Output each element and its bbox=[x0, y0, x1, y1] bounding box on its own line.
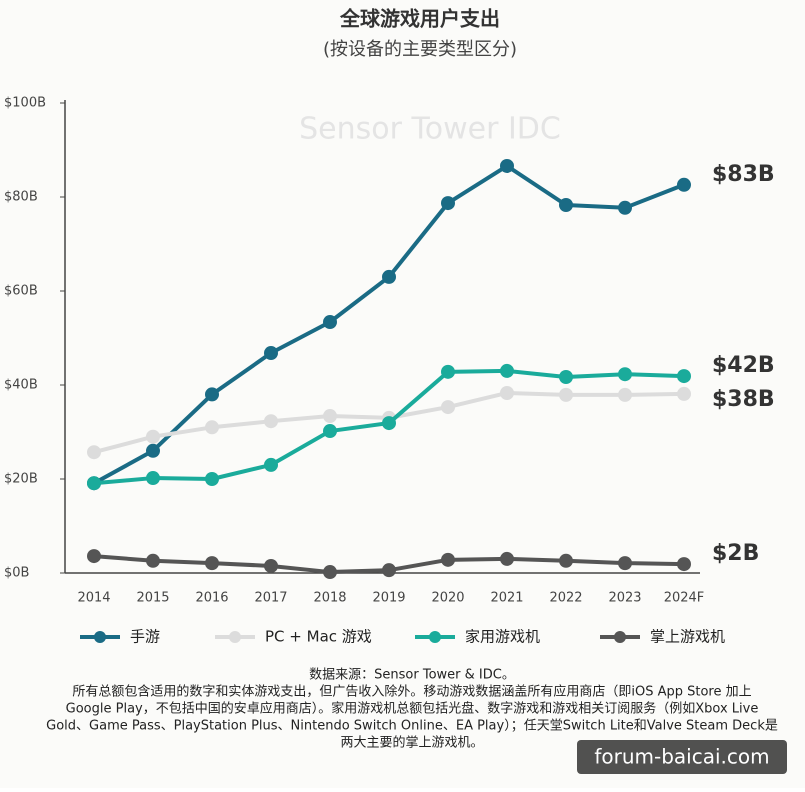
point bbox=[87, 549, 101, 564]
note: 所有总额包含适用的数字和实体游戏支出，但广告收入除外。移动游戏数据涵盖所有应用商… bbox=[72, 684, 751, 700]
point bbox=[618, 367, 632, 382]
point bbox=[677, 386, 691, 401]
point bbox=[264, 346, 278, 361]
point bbox=[264, 558, 278, 573]
y-tick-label: $40B bbox=[4, 378, 38, 393]
note: Google Play，不包括中国的安卓应用商店）。家用游戏机总额包括光盘、数字… bbox=[66, 701, 759, 717]
point bbox=[618, 200, 632, 215]
point bbox=[205, 472, 219, 486]
point bbox=[677, 177, 691, 192]
x-tick-label: 2024F bbox=[664, 591, 705, 606]
point bbox=[323, 409, 337, 424]
point bbox=[264, 457, 278, 472]
y-tick-label: $80B bbox=[4, 190, 38, 205]
point bbox=[500, 551, 514, 566]
point bbox=[205, 556, 219, 571]
watermark: Sensor Tower IDC bbox=[299, 112, 561, 147]
point bbox=[146, 553, 160, 568]
point bbox=[205, 387, 219, 402]
legend-label: PC + Mac 游戏 bbox=[265, 628, 372, 646]
point bbox=[677, 557, 691, 572]
point bbox=[500, 385, 514, 400]
point bbox=[559, 370, 573, 385]
x-tick-label: 2016 bbox=[195, 591, 228, 606]
x-tick-label: 2020 bbox=[431, 591, 464, 606]
point bbox=[87, 476, 101, 491]
end-label: $42B bbox=[712, 353, 775, 378]
x-tick-label: 2019 bbox=[372, 591, 405, 606]
x-tick-label: 2018 bbox=[313, 591, 346, 606]
note: 数据来源：Sensor Tower & IDC。 bbox=[309, 668, 515, 683]
legend-label: 家用游戏机 bbox=[465, 628, 540, 646]
legend-marker bbox=[94, 631, 106, 643]
chart-title: 全球游戏用户支出 bbox=[339, 7, 500, 31]
chart-subtitle: (按设备的主要类型区分) bbox=[323, 39, 517, 60]
notes: 数据来源：Sensor Tower & IDC。所有总额包含适用的数字和实体游戏… bbox=[46, 668, 778, 751]
note: 两大主要的掌上游戏机。 bbox=[340, 735, 483, 751]
point bbox=[323, 424, 337, 439]
point bbox=[441, 400, 455, 415]
point bbox=[323, 565, 337, 580]
point bbox=[264, 414, 278, 429]
legend-label: 手游 bbox=[130, 628, 160, 646]
point bbox=[382, 563, 396, 578]
point bbox=[441, 552, 455, 567]
x-tick-label: 2023 bbox=[608, 591, 641, 606]
y-tick-label: $60B bbox=[4, 284, 38, 299]
point bbox=[618, 387, 632, 402]
end-label: $83B bbox=[712, 162, 775, 187]
point bbox=[441, 364, 455, 379]
x-tick-label: 2014 bbox=[77, 591, 110, 606]
site-watermark-bg bbox=[577, 740, 787, 774]
legend-marker bbox=[229, 631, 241, 643]
site-watermark: forum-baicai.com bbox=[594, 745, 769, 769]
y-tick-label: $100B bbox=[4, 96, 46, 111]
x-tick-label: 2021 bbox=[490, 591, 523, 606]
point bbox=[559, 387, 573, 402]
point bbox=[441, 196, 455, 211]
point bbox=[382, 269, 396, 284]
end-label: $38B bbox=[712, 387, 775, 412]
x-tick-label: 2022 bbox=[549, 591, 582, 606]
point bbox=[500, 363, 514, 378]
point bbox=[500, 158, 514, 173]
point bbox=[87, 445, 101, 460]
note: Gold、Game Pass、PlayStation Plus、Nintendo… bbox=[46, 719, 778, 734]
legend-marker bbox=[429, 631, 441, 643]
y-tick-label: $20B bbox=[4, 472, 38, 487]
x-tick-label: 2015 bbox=[136, 591, 169, 606]
point bbox=[559, 553, 573, 568]
y-tick-label: $0B bbox=[4, 566, 29, 581]
point bbox=[559, 197, 573, 212]
point bbox=[146, 471, 160, 486]
legend-label: 掌上游戏机 bbox=[650, 628, 725, 646]
end-label: $2B bbox=[712, 541, 759, 566]
x-tick-label: 2017 bbox=[254, 591, 287, 606]
legend-marker bbox=[614, 631, 626, 643]
point bbox=[323, 315, 337, 330]
point bbox=[677, 369, 691, 384]
point bbox=[146, 443, 160, 458]
point bbox=[205, 420, 219, 435]
point bbox=[146, 429, 160, 444]
point bbox=[382, 416, 396, 431]
point bbox=[618, 556, 632, 571]
